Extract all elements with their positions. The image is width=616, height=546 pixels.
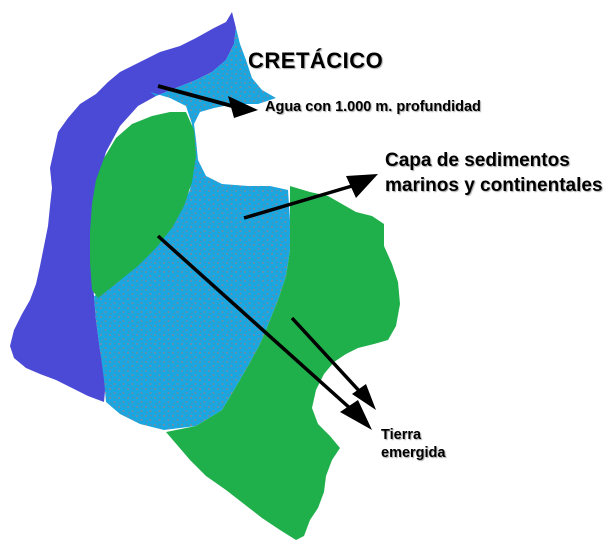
deep-water-region [10, 12, 236, 402]
label-sediment-line1: Capa de sedimentos [385, 150, 570, 171]
arrow-tierra-1 [156, 234, 372, 430]
sediment-region [94, 28, 290, 430]
land-region-west [90, 112, 196, 298]
arrow-capa [243, 174, 378, 220]
arrow-agua [157, 84, 258, 118]
label-sediment-line2: marinos y continentales [385, 175, 603, 196]
label-land-line1: Tierra [381, 427, 422, 443]
map-title: CRETÁCICO [248, 48, 384, 73]
label-land: Tierra emergida [381, 426, 445, 462]
label-deep-water: Agua con 1.000 m. profundidad [265, 99, 481, 115]
label-land-line2: emergida [381, 445, 446, 461]
label-sediment: Capa de sedimentos marinos y continental… [385, 148, 603, 198]
land-region-east [166, 186, 400, 540]
arrow-tierra-2 [290, 316, 376, 410]
